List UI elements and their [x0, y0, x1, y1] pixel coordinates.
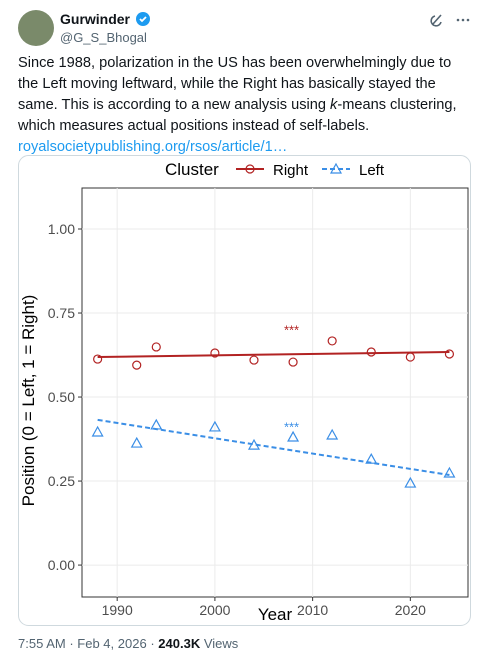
- header-icons[interactable]: [430, 12, 474, 28]
- y-tick-label: 0.75: [48, 305, 75, 321]
- point: [327, 336, 337, 346]
- point: [326, 428, 339, 440]
- y-axis-label: Position (0 = Left, 1 = Right): [19, 295, 38, 507]
- point: [287, 430, 300, 442]
- point: [404, 476, 417, 488]
- views-label: Views: [203, 636, 239, 651]
- verified-badge: [136, 12, 150, 26]
- y-tick-label: 1.00: [48, 221, 75, 237]
- y-tick-label: 0.50: [48, 389, 75, 405]
- annotation: ***: [284, 323, 299, 338]
- point: [365, 452, 378, 464]
- legend-label: Right: [273, 162, 309, 179]
- x-tick-label: 2000: [199, 602, 230, 618]
- avatar[interactable]: [18, 10, 54, 46]
- y-tick-label: 0.00: [48, 557, 75, 573]
- point: [444, 349, 455, 359]
- point: [405, 352, 415, 362]
- legend-marker: [245, 164, 255, 174]
- trend-line: [97, 351, 450, 359]
- point: [249, 355, 259, 365]
- chart: 0.00 0.25 0.50 0.75 1.00 1990 2000 2010 2020 Year…: [18, 155, 471, 626]
- point: [93, 354, 103, 364]
- date: Feb 4, 2026: [77, 636, 147, 651]
- footer: 7:55 AM · Feb 4, 2026 · 240.3K Views: [18, 636, 238, 651]
- point: [91, 425, 104, 437]
- point: [443, 466, 456, 478]
- user-handle[interactable]: @G_S_Bhogal: [60, 30, 147, 45]
- point: [150, 418, 163, 430]
- legend-marker: [329, 162, 343, 174]
- legend-title: Cluster: [165, 160, 219, 179]
- point: [208, 420, 221, 432]
- point: [210, 348, 220, 358]
- user-name[interactable]: Gurwinder: [60, 11, 131, 27]
- x-tick-label: 2020: [395, 602, 426, 618]
- legend-label: Left: [359, 162, 385, 179]
- text: -means clustering, which measures actual…: [18, 97, 457, 134]
- x-tick-label: 2010: [297, 602, 328, 618]
- point: [247, 438, 261, 450]
- point: [288, 357, 298, 367]
- annotation: ***: [284, 419, 299, 434]
- text: Since 1988, polarization in the US has b…: [18, 55, 452, 113]
- point: [130, 436, 143, 448]
- separator: ·: [69, 636, 74, 651]
- time: 7:55 AM: [18, 636, 66, 651]
- y-tick-label: 0.25: [48, 473, 75, 489]
- point: [151, 342, 161, 352]
- point: [132, 360, 142, 370]
- views-count: 240.3K: [158, 636, 201, 651]
- tweet-text: Since 1988, polarization in the US has b…: [18, 53, 470, 158]
- link[interactable]: royalsocietypublishing.org/rsos/article/…: [18, 139, 288, 155]
- text: k: [330, 97, 338, 113]
- x-tick-label: 1990: [102, 602, 133, 618]
- x-axis-label: Year: [258, 605, 293, 624]
- separator: ·: [150, 636, 155, 651]
- point: [366, 347, 376, 357]
- plot-panel: [81, 187, 469, 598]
